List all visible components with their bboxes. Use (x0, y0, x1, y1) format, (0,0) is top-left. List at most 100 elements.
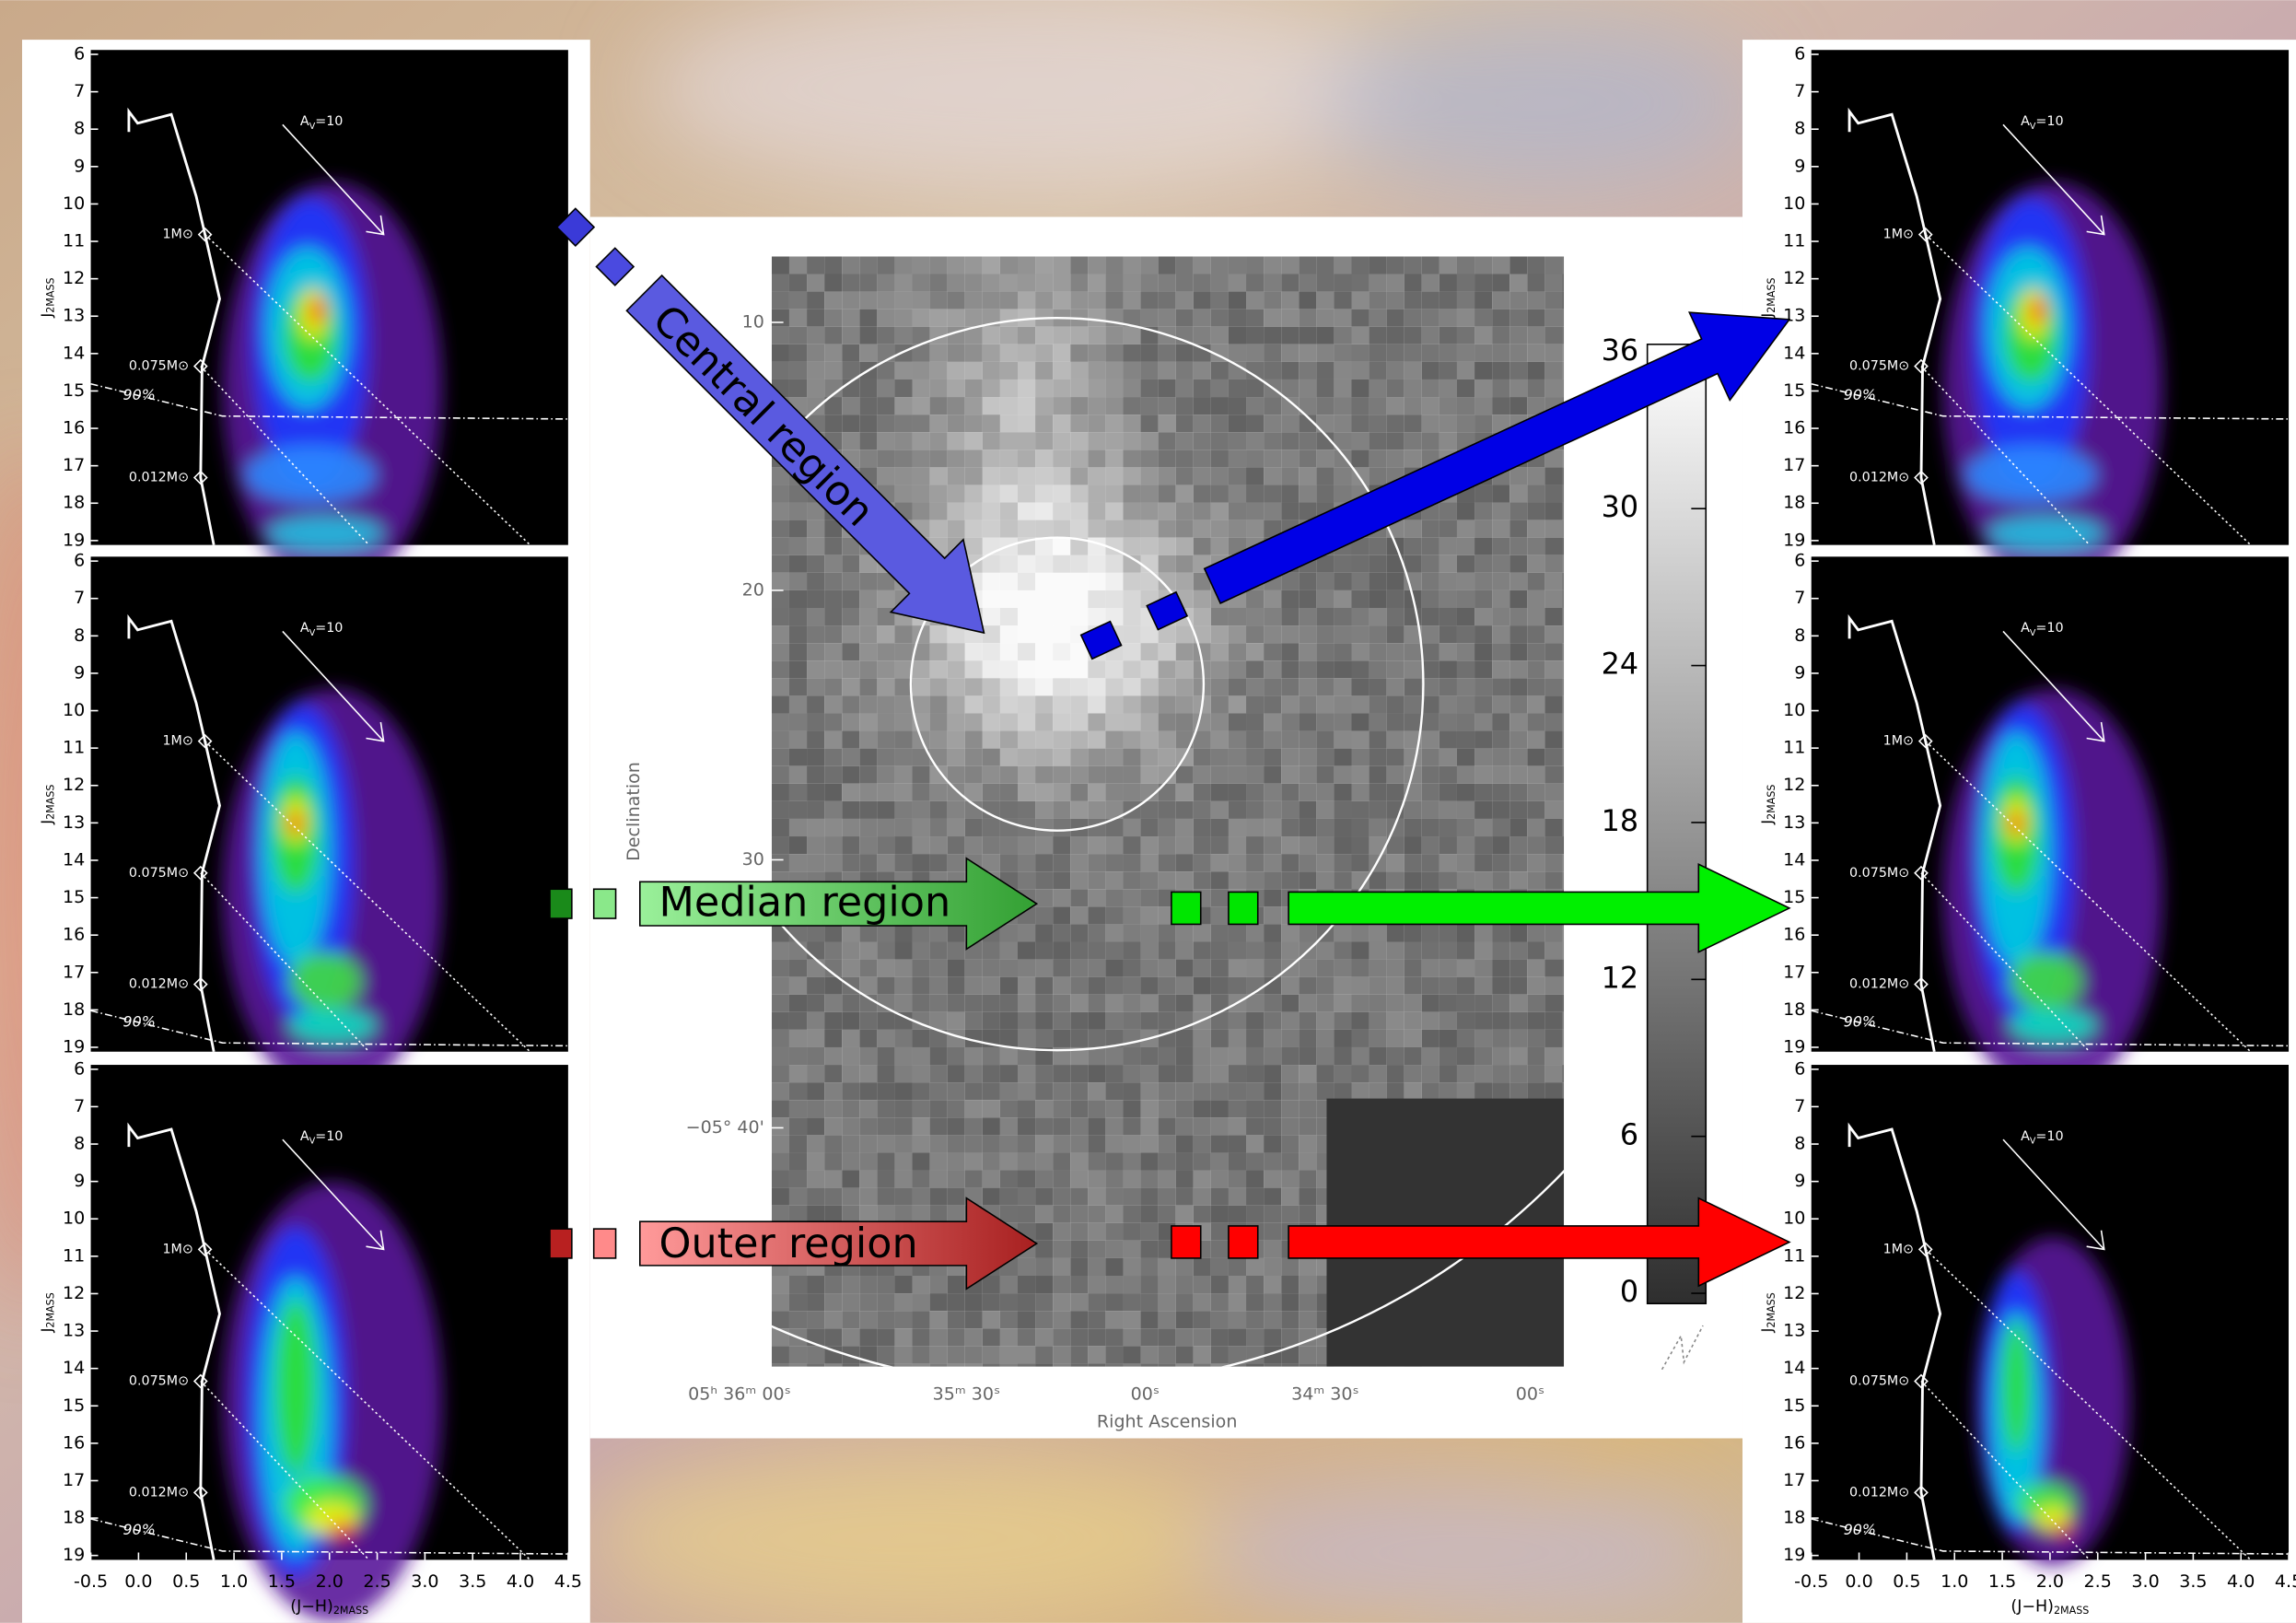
map-pixel (1018, 924, 1035, 941)
map-pixel (1070, 1171, 1088, 1188)
map-pixel (1035, 678, 1053, 695)
map-pixel (1035, 274, 1053, 291)
map-pixel (894, 1311, 912, 1328)
y-tick-label: 9 (1794, 662, 1805, 683)
map-pixel (1351, 608, 1369, 625)
map-pixel (1070, 995, 1088, 1012)
map-pixel (1439, 995, 1457, 1012)
map-pixel (1070, 256, 1088, 274)
y-tick-label: 19 (63, 530, 85, 550)
map-pixel (842, 309, 859, 327)
map-pixel (1492, 660, 1509, 678)
map-pixel (807, 625, 824, 643)
map-pixel (1123, 942, 1140, 960)
map-pixel (1246, 467, 1264, 485)
map-pixel (1000, 362, 1018, 379)
map-pixel (983, 1135, 1000, 1152)
map-pixel (1264, 1012, 1281, 1030)
map-pixel (1492, 1030, 1509, 1047)
map-pixel (894, 450, 912, 467)
map-pixel (1123, 608, 1140, 625)
map-pixel (1404, 379, 1422, 397)
map-pixel (1334, 415, 1351, 432)
map-pixel (1316, 274, 1334, 291)
y-tick-label: 6 (1794, 44, 1805, 64)
map-pixel (1123, 906, 1140, 924)
map-pixel (1509, 555, 1527, 573)
map-pixel (807, 379, 824, 397)
map-pixel (1246, 292, 1264, 309)
map-pixel (1088, 1047, 1105, 1065)
ra-tick-label: 35ᵐ 30ˢ (933, 1384, 1001, 1404)
map-pixel (842, 590, 859, 608)
map-pixel (1105, 362, 1123, 379)
map-pixel (807, 784, 824, 801)
map-pixel (1457, 643, 1474, 660)
map-pixel (948, 397, 965, 415)
map-pixel (1246, 695, 1264, 713)
map-pixel (1334, 749, 1351, 766)
map-pixel (1176, 977, 1194, 995)
map-pixel (930, 1293, 948, 1311)
map-pixel (772, 801, 789, 819)
heat-blob (310, 296, 325, 325)
map-pixel (1387, 362, 1404, 379)
map-pixel (1035, 1258, 1053, 1276)
map-pixel (1387, 256, 1404, 274)
map-pixel (948, 1346, 965, 1363)
heat-panel: 1M⊙0.075M⊙0.012M⊙90%AV=10678910111213141… (1758, 44, 2290, 592)
map-pixel (1088, 731, 1105, 749)
map-pixel (1018, 1293, 1035, 1311)
map-pixel (1246, 590, 1264, 608)
map-pixel (842, 960, 859, 977)
map-pixel (1492, 362, 1509, 379)
map-pixel (842, 1328, 859, 1346)
map-pixel (1229, 625, 1246, 643)
map-pixel (1176, 695, 1194, 713)
map-pixel (1211, 942, 1229, 960)
map-pixel (894, 362, 912, 379)
map-pixel (1176, 660, 1194, 678)
map-pixel (1018, 713, 1035, 730)
map-pixel (1123, 1135, 1140, 1152)
map-pixel (1176, 819, 1194, 836)
heat-blob (2002, 1321, 2031, 1453)
map-pixel (877, 1047, 894, 1065)
map-pixel (1159, 379, 1176, 397)
map-pixel (1176, 309, 1194, 327)
map-pixel (1141, 1065, 1159, 1082)
map-pixel (1299, 625, 1316, 643)
map-pixel (948, 432, 965, 450)
arrow-dash (594, 889, 616, 918)
completeness-label: 90% (1844, 386, 1876, 403)
map-pixel (1211, 1171, 1229, 1188)
map-pixel (1123, 362, 1140, 379)
map-pixel (1439, 731, 1457, 749)
map-pixel (1105, 1152, 1123, 1170)
map-pixel (1088, 924, 1105, 941)
map-pixel (1264, 1223, 1281, 1241)
map-pixel (1281, 485, 1299, 502)
map-pixel (1053, 1065, 1070, 1082)
y-tick-label: 17 (63, 1470, 85, 1490)
map-pixel (1123, 397, 1140, 415)
map-pixel (894, 977, 912, 995)
map-pixel (1053, 1258, 1070, 1276)
map-pixel (965, 309, 983, 327)
map-pixel (930, 309, 948, 327)
map-pixel (877, 1082, 894, 1100)
map-pixel (1035, 256, 1053, 274)
map-pixel (983, 1012, 1000, 1030)
map-pixel (1159, 731, 1176, 749)
x-tick-label: 1.0 (220, 1571, 248, 1592)
map-pixel (965, 1293, 983, 1311)
map-pixel (1334, 871, 1351, 889)
map-pixel (1527, 995, 1544, 1012)
map-pixel (877, 415, 894, 432)
map-pixel (948, 1082, 965, 1100)
map-pixel (1141, 1171, 1159, 1188)
map-pixel (772, 1346, 789, 1363)
map-pixel (1159, 678, 1176, 695)
map-pixel (1035, 1346, 1053, 1363)
map-pixel (824, 660, 842, 678)
